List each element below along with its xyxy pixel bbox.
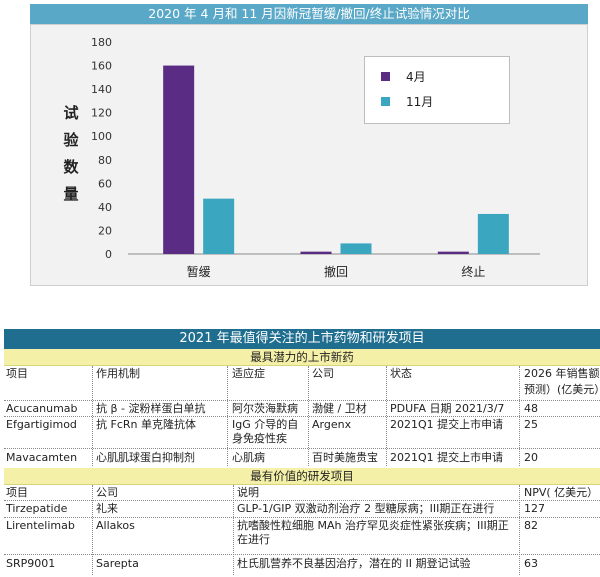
y-tick-label: 20 [98, 224, 112, 237]
s1-r1-sales: 48 [524, 402, 538, 415]
s1-col-status: 状态 [390, 367, 412, 380]
legend-label-april: 4月 [406, 69, 426, 84]
s2-r1-company: 礼来 [96, 502, 118, 515]
s2-r1-project: Tirzepatide [6, 502, 68, 515]
bar-chart: 0 20 40 60 80 100 120 140 160 180 暂缓 撤回 终止 [91, 36, 540, 279]
y-tick-label: 140 [91, 83, 112, 96]
bar-april [163, 65, 195, 254]
s1-r2-sales: 25 [524, 418, 538, 431]
s1-col-mechanism: 作用机制 [96, 367, 140, 380]
s1-col-indication: 适应症 [232, 367, 265, 380]
s2-col-description: 说明 [237, 486, 259, 499]
s1-r2-company: Argenx [312, 418, 352, 431]
bar-april [300, 251, 332, 254]
s1-r2-indication: IgG 介导的自身免疫性疾 [232, 418, 299, 445]
s2-r1-npv: 127 [524, 502, 545, 515]
s2-r3-project: SRP9001 [6, 557, 56, 570]
s1-r1-status: PDUFA 日期 2021/3/7 [390, 402, 505, 415]
s1-r1-mechanism: 抗 β - 淀粉样蛋白单抗 [96, 402, 206, 415]
x-tick-label: 终止 [461, 264, 485, 279]
s2-r3-company: Sarepta [96, 557, 139, 570]
legend-label-november: 11月 [406, 94, 434, 109]
s1-r2-status: 2021Q1 提交上市申请 [390, 418, 504, 431]
s2-row-divider [4, 554, 600, 555]
s1-r3-mechanism: 心肌肌球蛋白抑制剂 [96, 451, 195, 464]
s1-row-divider [4, 416, 600, 417]
legend-item-april: 4月 [381, 68, 426, 84]
y-tick-label: 0 [105, 248, 112, 261]
legend-swatch-april [381, 71, 390, 81]
y-tick-label: 80 [98, 154, 112, 167]
s1-r1-indication: 阿尔茨海默病 [232, 402, 298, 415]
y-tick-label: 100 [91, 130, 112, 143]
s1-r2-project: Efgartigimod [6, 418, 77, 431]
legend-item-november: 11月 [381, 93, 433, 109]
s1-col-sales: 2026 年销售额 [524, 367, 600, 380]
s1-col-sales-unit: 预测）(亿美元） [524, 383, 600, 396]
s2-divider [233, 485, 234, 575]
s1-r3-project: Mavacamten [6, 451, 78, 464]
s2-divider [92, 485, 93, 575]
s2-r3-npv: 63 [524, 557, 538, 570]
bar-november [340, 243, 372, 254]
bar-april [437, 251, 469, 254]
s2-r3-description: 杜氏肌营养不良基因治疗，潜在的 II 期登记试验 [237, 557, 471, 570]
s2-col-npv: NPV( 亿美元） [524, 486, 599, 499]
y-tick-label: 120 [91, 107, 112, 120]
s2-row-divider [4, 517, 600, 518]
y-axis-label: 试验数量 [63, 104, 79, 203]
bar-november [203, 198, 235, 254]
table-title: 2021 年最值得关注的上市药物和研发项目 [4, 329, 600, 349]
s2-r2-company: Allakos [96, 519, 135, 532]
s2-r1-description: GLP-1/GIP 双激动剂治疗 2 型糖尿病；III期正在进行 [237, 502, 495, 515]
section1-header: 最具潜力的上市新药 [4, 349, 600, 366]
x-tick-label: 暂缓 [187, 265, 211, 279]
s1-r3-company: 百时美施贵宝 [312, 451, 378, 464]
s1-col-project: 项目 [6, 367, 28, 380]
s1-col-company: 公司 [312, 367, 334, 380]
chart-title: 2020 年 4 月和 11 月因新冠暂缓/撤回/终止试验情况对比 [30, 4, 588, 24]
section2-header: 最有价值的研发项目 [4, 468, 600, 485]
s2-divider [519, 485, 520, 575]
s1-r3-indication: 心肌病 [232, 451, 265, 464]
s2-r2-description: 抗嗜酸性粒细胞 MAh 治疗罕见炎症性紧张疾病；III期正在进行 [237, 519, 509, 546]
s2-col-project: 项目 [6, 486, 28, 499]
s1-row-divider [4, 448, 600, 449]
legend-swatch-november [381, 96, 390, 106]
s1-row-divider [4, 400, 600, 401]
x-tick-label: 撤回 [324, 264, 348, 279]
y-tick-label: 40 [98, 201, 112, 214]
bar-november [477, 213, 509, 254]
s2-r2-project: Lirentelimab [6, 519, 75, 532]
s2-row-divider [4, 500, 600, 501]
chart-legend: 4月 11月 [364, 56, 510, 124]
y-tick-label: 180 [91, 36, 112, 49]
y-tick-label: 160 [91, 60, 112, 73]
y-tick-label: 60 [98, 177, 112, 190]
s1-r3-sales: 20 [524, 451, 538, 464]
s2-r2-npv: 82 [524, 519, 538, 532]
s2-col-company: 公司 [96, 486, 118, 499]
s1-r1-project: Acucanumab [6, 402, 78, 415]
s1-r3-status: 2021Q1 提交上市申请 [390, 451, 504, 464]
s1-r2-mechanism: 抗 FcRn 单克隆抗体 [96, 418, 196, 431]
s1-r1-company: 渤健 / 卫材 [312, 402, 367, 415]
